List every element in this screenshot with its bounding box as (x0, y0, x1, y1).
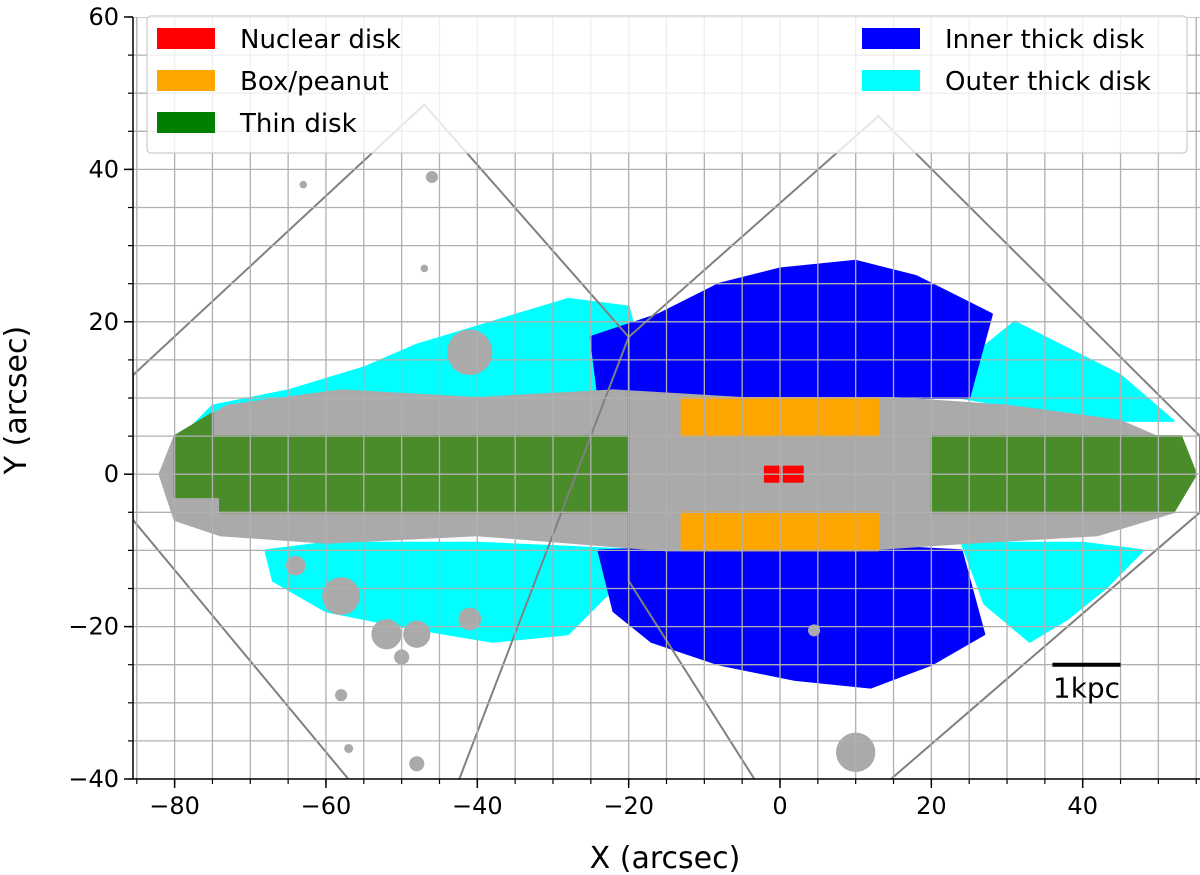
legend-label: Thin disk (239, 109, 357, 139)
axes: −80 −60 −40 −20 0 20 40 −40 −20 0 20 40 60 (68, 3, 1200, 820)
outer-thick-disk-left-bottom (264, 541, 653, 643)
x-tick-label: −40 (452, 792, 503, 820)
legend: Nuclear disk Box/peanut Thin disk Inner thi… (146, 15, 1188, 154)
legend-label: Inner thick disk (945, 25, 1144, 55)
y-tick-label: 0 (104, 460, 119, 488)
legend-swatch (157, 28, 215, 49)
masked-blob (458, 607, 482, 631)
scalebar-label: 1kpc (1053, 672, 1120, 705)
masked-blob (322, 577, 361, 616)
masked-blob (447, 329, 493, 375)
y-tick-label: −40 (68, 765, 119, 793)
y-tick-label: 60 (88, 3, 119, 31)
x-tick-label: 0 (772, 792, 787, 820)
inner-thick-disk-bottom (597, 541, 986, 689)
footprint-outline-left (133, 103, 630, 779)
y-tick-label: −20 (68, 613, 119, 641)
legend-swatch (157, 70, 215, 91)
x-tick-label: −60 (301, 792, 352, 820)
legend-swatch (157, 112, 215, 133)
y-tick-label: 40 (88, 155, 119, 183)
scalebar: 1kpc (1052, 662, 1121, 705)
legend-label: Outer thick disk (945, 67, 1151, 97)
x-tick-label: −20 (603, 792, 654, 820)
legend-label: Nuclear disk (240, 25, 401, 55)
x-tick-label: −80 (149, 792, 200, 820)
y-axis-label: Y (arcsec) (0, 326, 34, 475)
x-axis-label: X (arcsec) (590, 841, 741, 875)
legend-swatch (862, 70, 920, 91)
masked-blob (403, 620, 431, 648)
masked-blob (371, 619, 402, 650)
masked-blob (425, 170, 438, 184)
x-tick-label: 20 (916, 792, 947, 820)
legend-swatch (862, 28, 920, 49)
masked-blob (420, 264, 429, 273)
masked-blob (299, 180, 308, 189)
masked-blob (344, 743, 354, 754)
legend-label: Box/peanut (240, 67, 389, 97)
masked-blob (409, 756, 425, 772)
masked-blob (285, 555, 306, 576)
x-tick-label: 40 (1067, 792, 1098, 820)
masked-blob (808, 624, 821, 637)
masked-blob (335, 689, 348, 702)
legend-frame (146, 15, 1188, 154)
y-tick-label: 20 (88, 308, 119, 336)
